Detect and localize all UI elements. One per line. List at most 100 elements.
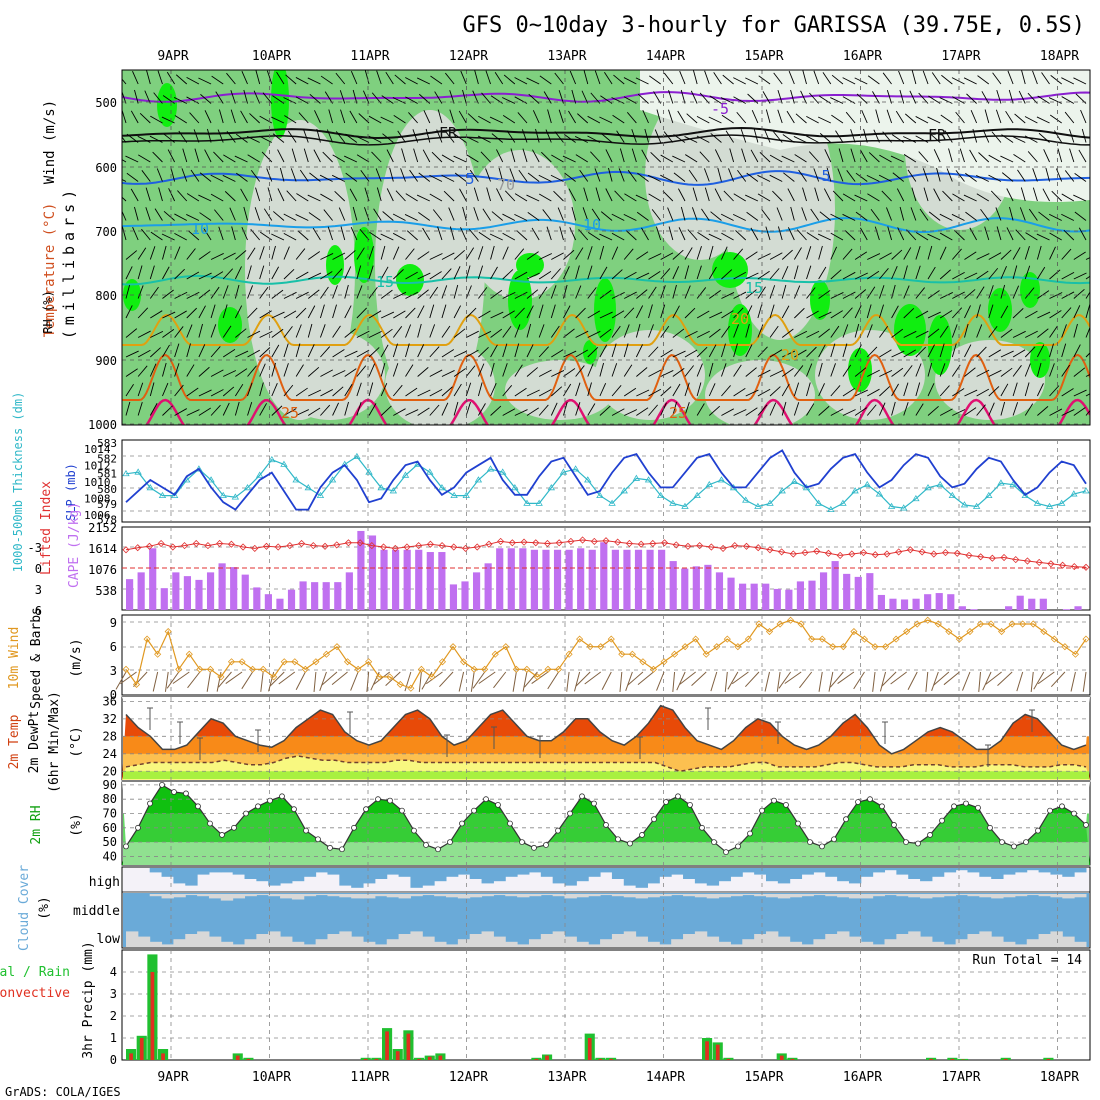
wind-barb (1064, 111, 1075, 124)
lifted-index-line-point (614, 538, 622, 546)
wind-barb (125, 284, 131, 299)
wind-barb (568, 188, 577, 202)
wind-barb (736, 111, 747, 124)
wind-barb (514, 364, 523, 377)
label-rh2m-unit: (%) (69, 813, 84, 836)
wind-barb (964, 305, 971, 319)
wind-barb (543, 91, 552, 104)
wind-barb (831, 74, 844, 85)
wind10-speed-line-point (1019, 620, 1027, 628)
wind-barb (210, 193, 224, 202)
wind10-speed-line-point (702, 650, 710, 658)
cape-bar (796, 581, 805, 610)
wind-barb (1018, 90, 1026, 104)
wind-barb (514, 343, 520, 358)
wind-barb (1012, 308, 1024, 319)
cloud-mid-gap (718, 894, 731, 898)
wind-barb (927, 311, 941, 319)
wind-barb (976, 193, 990, 202)
rh2m-line-point (963, 800, 969, 807)
cloud-low-gap (694, 931, 708, 947)
rh2m-line-point (1071, 810, 1077, 817)
thickness-line-point (134, 468, 142, 475)
wind-barb (813, 70, 820, 85)
wind10-speed-line (125, 619, 1087, 689)
wind-barb (737, 169, 747, 182)
cloud-mid-gap (1074, 894, 1087, 898)
wind-barb (503, 74, 516, 85)
wind-barb (854, 305, 862, 319)
wind-barb (223, 252, 236, 260)
bottom-date-label: 9APR (157, 1070, 188, 1085)
wind-barb (122, 179, 127, 182)
wind10-barb (627, 671, 644, 686)
wind-barb (631, 129, 637, 143)
thickness-line-point (851, 487, 859, 494)
wind-barb (769, 252, 783, 260)
wind-barb (859, 149, 868, 163)
wind-barb (1032, 168, 1038, 182)
cape-bar (889, 598, 897, 610)
thickness-line-point (924, 484, 932, 491)
wind-barb (283, 310, 297, 319)
wind-barb (550, 285, 557, 299)
wind-barb (795, 113, 807, 124)
cloud-low-gap (327, 934, 340, 947)
wind-barb (502, 213, 516, 221)
wind-barb (872, 91, 880, 104)
wind-barb (405, 364, 414, 377)
wind-barb (188, 230, 200, 241)
wind10-barb (931, 671, 939, 692)
wind-barb (587, 231, 601, 241)
cape-bar (461, 581, 469, 610)
cape-bar (669, 561, 677, 610)
wind-barb (271, 382, 278, 397)
wind10-barb (828, 671, 834, 692)
cloud-high-bar (908, 868, 921, 879)
wind-barb (478, 403, 486, 416)
cloud-high-bar (161, 868, 174, 877)
wind-barb (368, 287, 378, 299)
wind-barb (673, 172, 686, 182)
wind-barb (400, 168, 406, 182)
rh-high-zone (271, 70, 289, 138)
cloud-low-gap (955, 939, 968, 947)
wind-barb (903, 154, 917, 163)
rh-high-zone (354, 227, 374, 283)
wind-barb (769, 325, 779, 338)
wind-barb (405, 271, 418, 280)
thickness-line-point (742, 496, 750, 503)
wind-barb (344, 368, 357, 377)
wind-barb (161, 233, 175, 241)
wind-barb (453, 284, 459, 299)
wind-barb (1073, 389, 1087, 397)
cloud-low-gap (232, 944, 246, 947)
wind-barb (918, 92, 929, 104)
cloud-low-gap (446, 944, 459, 947)
wind-barb (307, 344, 315, 358)
wind-barb (919, 208, 929, 221)
wind-barb (526, 305, 534, 319)
wind-barb (927, 344, 935, 358)
cloud-high-bar (149, 868, 163, 873)
wind-barb (478, 310, 491, 319)
wind10-speed-line-point (481, 665, 489, 673)
wind-barb (380, 233, 394, 241)
wind-barb (150, 347, 161, 358)
wind-barb (316, 128, 321, 143)
wind-barb (1057, 148, 1063, 163)
wind-barb (271, 245, 276, 260)
rh2m-line-point (675, 793, 681, 800)
wind-barb (824, 149, 832, 163)
slp-right-tick: 1008 (84, 493, 111, 506)
wind-barb (891, 367, 904, 377)
wind10-speed-line-point (755, 620, 763, 628)
wind-barb (134, 89, 139, 104)
cloud-high-bar (611, 868, 625, 879)
cloud-mid-gap (1050, 894, 1063, 898)
wind10-barb (566, 671, 570, 692)
wind-barb (781, 383, 790, 397)
wind-barb (623, 213, 637, 221)
rh2m-line-point (423, 842, 429, 848)
wind-barb (199, 212, 212, 221)
